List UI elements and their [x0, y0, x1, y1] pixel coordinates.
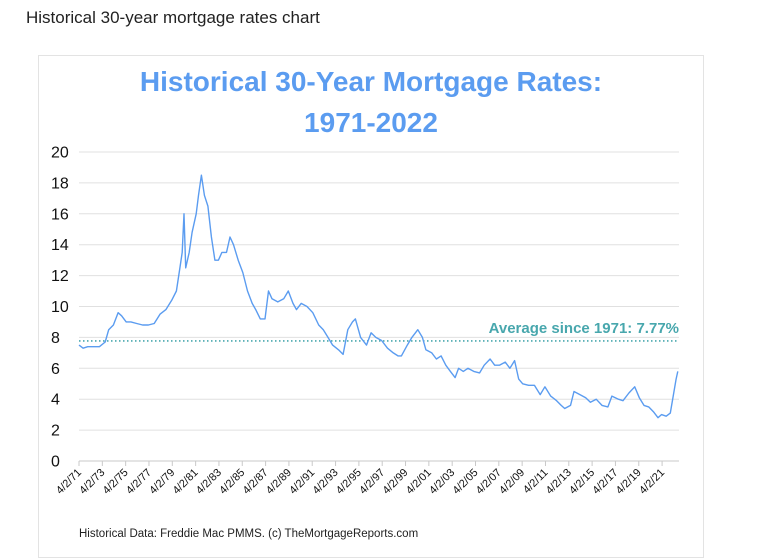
y-tick-label: 12 — [51, 268, 69, 285]
x-tick-label: 4/2/91 — [287, 467, 317, 497]
x-tick-label: 4/2/19 — [614, 467, 644, 497]
x-tick-label: 4/2/79 — [147, 467, 177, 497]
x-tick-label: 4/2/99 — [381, 467, 411, 497]
y-axis: 0 2 4 6 8 10 12 14 16 18 20 — [51, 145, 69, 471]
y-tick-label: 6 — [51, 361, 60, 378]
x-tick-label: 4/2/75 — [101, 467, 131, 497]
y-tick-label: 8 — [51, 330, 60, 347]
x-tick-label: 4/2/01 — [404, 467, 434, 497]
mortgage-rate-chart: Historical 30-Year Mortgage Rates: 1971-… — [51, 66, 679, 540]
series-line-30-year-rate — [78, 174, 679, 419]
page-heading: Historical 30-year mortgage rates chart — [26, 8, 320, 27]
x-tick-label: 4/2/15 — [567, 467, 597, 497]
x-tick-label: 4/2/89 — [264, 467, 294, 497]
y-tick-label: 4 — [51, 392, 60, 409]
x-tick-label: 4/2/81 — [171, 467, 201, 497]
x-tick-label: 4/2/71 — [54, 467, 84, 497]
y-tick-label: 10 — [51, 299, 69, 316]
source-note: Historical Data: Freddie Mac PMMS. (c) T… — [79, 528, 418, 540]
x-tick-label: 4/2/09 — [497, 467, 527, 497]
grid — [79, 151, 679, 462]
x-tick-label: 4/2/83 — [194, 467, 224, 497]
y-tick-label: 2 — [51, 423, 60, 440]
x-tick-label: 4/2/17 — [590, 467, 620, 497]
chart-title-line-1: Historical 30-Year Mortgage Rates: — [140, 66, 602, 97]
y-tick-label: 0 — [51, 454, 60, 471]
x-tick-label: 4/2/87 — [241, 467, 271, 497]
y-tick-label: 20 — [51, 145, 69, 162]
x-tick-label: 4/2/03 — [427, 467, 457, 497]
y-tick-label: 18 — [51, 175, 69, 192]
x-tick-label: 4/2/05 — [451, 467, 481, 497]
y-tick-label: 16 — [51, 206, 69, 223]
average-rate-label: Average since 1971: 7.77% — [489, 320, 679, 337]
x-tick-label: 4/2/21 — [637, 467, 667, 497]
x-tick-label: 4/2/93 — [311, 467, 341, 497]
x-tick-label: 4/2/73 — [77, 467, 107, 497]
x-tick-label: 4/2/07 — [474, 467, 504, 497]
x-tick-label: 4/2/13 — [544, 467, 574, 497]
x-tick-label: 4/2/95 — [334, 467, 364, 497]
x-tick-label: 4/2/97 — [357, 467, 387, 497]
chart-title-line-2: 1971-2022 — [304, 107, 438, 138]
chart-card: Historical 30-Year Mortgage Rates: 1971-… — [38, 55, 704, 558]
x-tick-label: 4/2/77 — [124, 467, 154, 497]
y-tick-label: 14 — [51, 237, 69, 254]
x-axis: 4/2/714/2/734/2/754/2/774/2/794/2/814/2/… — [54, 461, 667, 497]
x-tick-label: 4/2/85 — [217, 467, 247, 497]
